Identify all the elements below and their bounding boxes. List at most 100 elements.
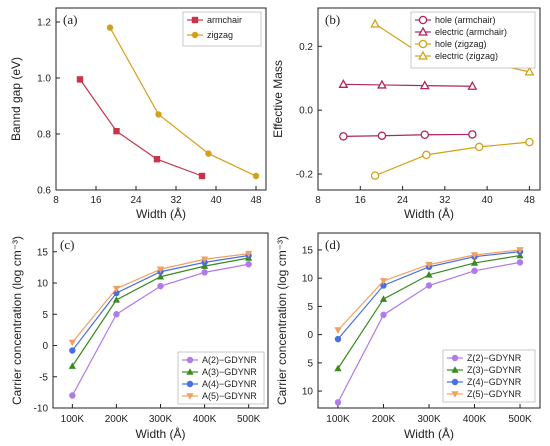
data-point bbox=[468, 130, 477, 139]
x-axis-label: Width (Å) bbox=[135, 426, 185, 441]
data-point bbox=[370, 171, 380, 180]
data-point bbox=[425, 270, 433, 278]
data-point bbox=[156, 272, 165, 280]
chart-panel-c: -10 -5 0 5 10 15 100K 200K 300K 400K 500K Width (Å)… bbox=[10, 232, 269, 441]
legend-box bbox=[442, 349, 536, 403]
data-point bbox=[377, 131, 387, 140]
x-tick-label: 24 bbox=[130, 195, 142, 206]
series-1 bbox=[338, 78, 478, 90]
legend-entry: A(5)−GDYNR bbox=[202, 391, 257, 401]
x-tick-label: 500K bbox=[508, 414, 532, 425]
y-axis-label: Carrier concentration (log cm⁻³) bbox=[275, 236, 289, 405]
x-tick-label: 32 bbox=[439, 195, 451, 206]
y-tick-label: 5 bbox=[42, 310, 48, 321]
y-tick-label: 0 bbox=[42, 341, 48, 352]
x-tick-label: 24 bbox=[397, 195, 409, 206]
y-axis-label: Bannd gap (eV) bbox=[9, 57, 23, 141]
y-tick-label: 15 bbox=[37, 247, 49, 258]
data-point bbox=[379, 295, 388, 302]
data-point bbox=[525, 137, 534, 147]
y-tick-label: 5 bbox=[307, 302, 313, 313]
legend-entry: hole (zigzag) bbox=[435, 39, 487, 49]
data-point bbox=[245, 261, 252, 268]
x-tick-label: 16 bbox=[355, 195, 367, 206]
x-tick-label: 48 bbox=[524, 195, 536, 206]
legend-entry: armchair bbox=[207, 15, 242, 25]
data-point bbox=[334, 327, 342, 334]
chart-panel-b: -0.2 0.0 0.2 8 16 24 32 40 48 Width (Å) Effective … bbox=[271, 7, 541, 221]
data-point bbox=[68, 362, 76, 369]
data-point bbox=[112, 285, 121, 293]
data-point bbox=[471, 267, 478, 275]
data-point bbox=[200, 256, 209, 264]
legend-entry: Z(3)−GDYNR bbox=[467, 365, 522, 375]
x-tick-label: 8 bbox=[53, 195, 59, 206]
panel-label: (c) bbox=[60, 237, 74, 252]
data-point bbox=[419, 80, 430, 90]
series-line bbox=[79, 79, 203, 177]
data-point bbox=[200, 262, 209, 269]
series-line bbox=[374, 141, 530, 177]
legend-entry: zigzag bbox=[207, 30, 233, 40]
y-tick-label: -10 bbox=[34, 404, 49, 415]
x-tick-label: 100K bbox=[61, 414, 85, 425]
legend-marker bbox=[451, 354, 459, 362]
x-axis-label: Width (Å) bbox=[136, 206, 186, 221]
legend-entry: A(2)−GDYNR bbox=[202, 355, 257, 365]
y-tick-label: 0.8 bbox=[37, 130, 51, 141]
y-tick-label: 10 bbox=[302, 274, 314, 285]
legend-marker bbox=[191, 16, 199, 24]
x-tick-label: 400K bbox=[193, 414, 217, 425]
y-tick-label: 1.0 bbox=[37, 74, 51, 85]
data-point bbox=[252, 172, 260, 180]
legend-entry: A(3)−GDYNR bbox=[202, 367, 257, 377]
data-point bbox=[156, 266, 165, 274]
y-tick-label: 5 bbox=[307, 358, 313, 369]
data-point bbox=[377, 79, 387, 89]
x-tick-label: 300K bbox=[149, 414, 173, 425]
data-point bbox=[106, 24, 114, 31]
legend: A(2)−GDYNR A(3)−GDYNR A(4)−GDYNR A(5)−GDYNR bbox=[177, 351, 265, 405]
series-0 bbox=[334, 259, 524, 406]
data-point bbox=[470, 259, 479, 266]
data-point bbox=[198, 172, 206, 180]
x-tick-label: 200K bbox=[372, 414, 396, 425]
data-point bbox=[516, 247, 524, 254]
data-point bbox=[113, 128, 120, 135]
legend-entry: electric (armchair) bbox=[435, 27, 507, 37]
legend-entry: electric (zigzag) bbox=[435, 51, 498, 61]
series-line bbox=[343, 83, 473, 87]
series-0 bbox=[76, 76, 206, 180]
data-point bbox=[205, 150, 212, 157]
panel-label: (b) bbox=[325, 12, 340, 27]
data-point bbox=[470, 252, 479, 259]
series-2 bbox=[370, 137, 534, 180]
data-point bbox=[76, 76, 84, 83]
legend-marker bbox=[186, 393, 194, 400]
legend-entry: Z(5)−GDYNR bbox=[467, 389, 522, 399]
legend-marker bbox=[418, 39, 428, 49]
legend-marker bbox=[418, 50, 428, 60]
legend-marker bbox=[186, 356, 194, 364]
legend-entry: Z(4)−GDYNR bbox=[467, 377, 522, 387]
y-tick-label: 0.2 bbox=[299, 42, 313, 53]
legend: Z(2)−GDYNR Z(3)−GDYNR Z(4)−GDYNR Z(5)−GDYNR bbox=[442, 349, 536, 403]
legend-marker bbox=[451, 378, 459, 386]
y-tick-label: 15 bbox=[302, 245, 314, 256]
legend: hole (armchair) electric (armchair) hole (… bbox=[410, 11, 536, 69]
data-point bbox=[425, 261, 433, 269]
y-tick-label: -0.2 bbox=[296, 170, 314, 181]
data-point bbox=[516, 259, 524, 266]
series-line bbox=[343, 133, 473, 137]
legend-marker bbox=[186, 368, 194, 375]
x-tick-label: 40 bbox=[210, 195, 222, 206]
data-point bbox=[201, 269, 208, 276]
series-0 bbox=[339, 130, 477, 141]
data-point bbox=[516, 251, 524, 259]
x-tick-label: 400K bbox=[463, 414, 487, 425]
x-axis-label: Width (Å) bbox=[404, 426, 454, 441]
legend: armchair zigzag bbox=[182, 11, 262, 47]
data-point bbox=[157, 282, 164, 290]
series-1 bbox=[106, 24, 260, 180]
legend-marker bbox=[451, 391, 459, 398]
